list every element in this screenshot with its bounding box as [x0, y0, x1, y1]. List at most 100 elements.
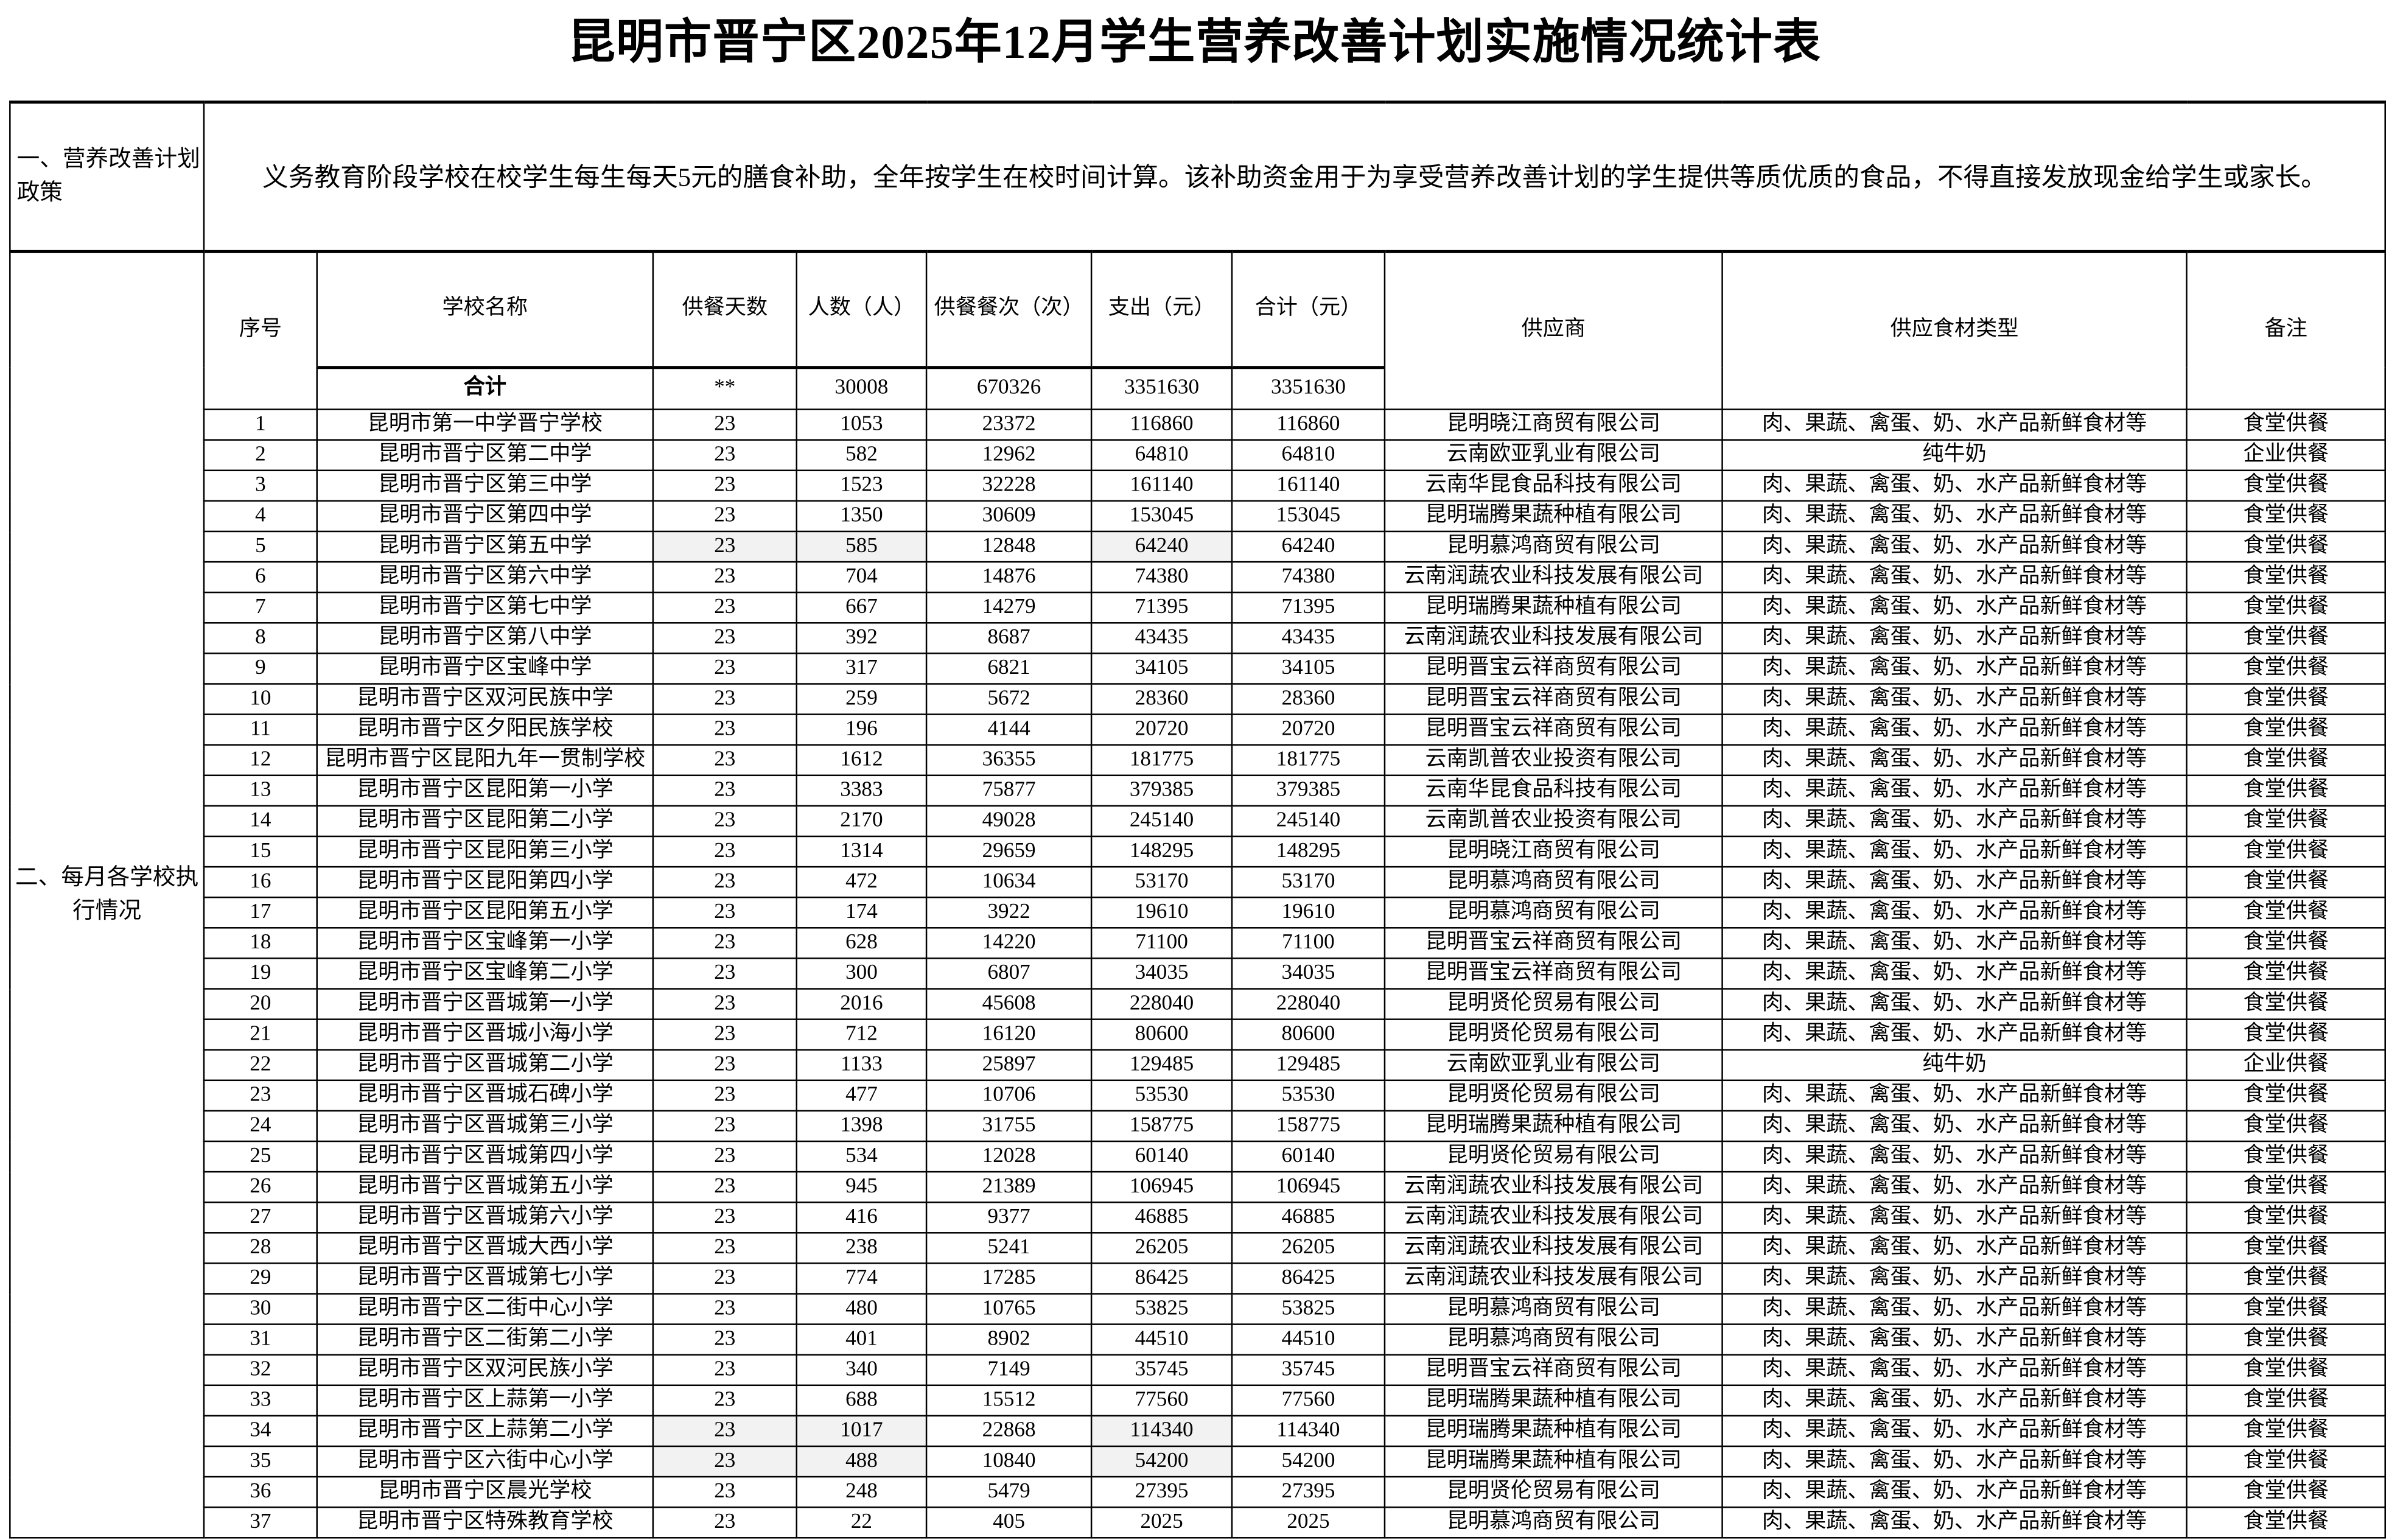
student-count-cell[interactable]: 259	[796, 683, 928, 715]
serving-days-cell[interactable]: 23	[652, 1262, 798, 1295]
school-name-cell[interactable]: 昆明市晋宁区夕阳民族学校	[316, 713, 654, 746]
student-count-cell[interactable]: 2170	[796, 805, 928, 838]
header-people[interactable]: 人数（人）	[796, 250, 928, 368]
policy-section-label[interactable]: 一、营养改善计划政策	[9, 100, 205, 253]
school-name-cell[interactable]: 昆明市晋宁区第二中学	[316, 439, 654, 472]
school-name-cell[interactable]: 昆明市晋宁区第七中学	[316, 591, 654, 624]
supplier-cell[interactable]: 昆明贤伦贸易有限公司	[1383, 1079, 1723, 1112]
food-type-cell[interactable]: 肉、果蔬、禽蛋、奶、水产品新鲜食材等	[1721, 1415, 2188, 1447]
student-count-cell[interactable]: 392	[796, 622, 928, 654]
school-name-cell[interactable]: 昆明市晋宁区晋城石碑小学	[316, 1079, 654, 1112]
supplier-cell[interactable]: 云南凯普农业投资有限公司	[1383, 744, 1723, 777]
supplier-cell[interactable]: 昆明瑞腾果蔬种植有限公司	[1383, 1445, 1723, 1478]
school-name-cell[interactable]: 昆明市晋宁区昆阳第二小学	[316, 805, 654, 838]
remark-cell[interactable]: 食堂供餐	[2186, 744, 2387, 777]
food-type-cell[interactable]: 肉、果蔬、禽蛋、奶、水产品新鲜食材等	[1721, 866, 2188, 898]
remark-cell[interactable]: 食堂供餐	[2186, 1232, 2387, 1264]
remark-cell[interactable]: 食堂供餐	[2186, 653, 2387, 685]
supplier-cell[interactable]: 云南润蔬农业科技发展有限公司	[1383, 1262, 1723, 1295]
school-name-cell[interactable]: 昆明市晋宁区宝峰中学	[316, 653, 654, 685]
supplier-cell[interactable]: 云南华昆食品科技有限公司	[1383, 469, 1723, 502]
row-total-cell[interactable]: 2025	[1231, 1506, 1386, 1539]
school-name-cell[interactable]: 昆明市第一中学晋宁学校	[316, 408, 654, 441]
expense-cell[interactable]: 106945	[1090, 1171, 1233, 1203]
serving-days-cell[interactable]: 23	[652, 1171, 798, 1203]
school-name-cell[interactable]: 昆明市晋宁区晋城第六小学	[316, 1201, 654, 1234]
expense-cell[interactable]: 80600	[1090, 1018, 1233, 1051]
food-type-cell[interactable]: 肉、果蔬、禽蛋、奶、水产品新鲜食材等	[1721, 1445, 2188, 1478]
school-name-cell[interactable]: 昆明市晋宁区第四中学	[316, 500, 654, 533]
supplier-cell[interactable]: 昆明慕鸿商贸有限公司	[1383, 1506, 1723, 1539]
row-total-cell[interactable]: 34105	[1231, 653, 1386, 685]
expense-cell[interactable]: 35745	[1090, 1354, 1233, 1387]
school-name-cell[interactable]: 昆明市晋宁区双河民族小学	[316, 1354, 654, 1387]
student-count-cell[interactable]: 704	[796, 561, 928, 593]
meal-count-cell[interactable]: 36355	[925, 744, 1093, 777]
remark-cell[interactable]: 食堂供餐	[2186, 591, 2387, 624]
serving-days-cell[interactable]: 23	[652, 1110, 798, 1143]
supplier-cell[interactable]: 昆明瑞腾果蔬种植有限公司	[1383, 591, 1723, 624]
supplier-cell[interactable]: 昆明晋宝云祥商贸有限公司	[1383, 927, 1723, 959]
row-no-cell[interactable]: 12	[203, 744, 318, 777]
remark-cell[interactable]: 食堂供餐	[2186, 1018, 2387, 1051]
remark-cell[interactable]: 食堂供餐	[2186, 927, 2387, 959]
meal-count-cell[interactable]: 31755	[925, 1110, 1093, 1143]
remark-cell[interactable]: 食堂供餐	[2186, 500, 2387, 533]
expense-cell[interactable]: 2025	[1090, 1506, 1233, 1539]
expense-cell[interactable]: 129485	[1090, 1049, 1233, 1082]
meal-count-cell[interactable]: 8687	[925, 622, 1093, 654]
serving-days-cell[interactable]: 23	[652, 622, 798, 654]
row-no-cell[interactable]: 6	[203, 561, 318, 593]
food-type-cell[interactable]: 肉、果蔬、禽蛋、奶、水产品新鲜食材等	[1721, 1262, 2188, 1295]
remark-cell[interactable]: 食堂供餐	[2186, 896, 2387, 929]
supplier-cell[interactable]: 昆明贤伦贸易有限公司	[1383, 1475, 1723, 1508]
school-name-cell[interactable]: 昆明市晋宁区第五中学	[316, 530, 654, 563]
school-name-cell[interactable]: 昆明市晋宁区上蒜第一小学	[316, 1384, 654, 1417]
serving-days-cell[interactable]: 23	[652, 408, 798, 441]
remark-cell[interactable]: 食堂供餐	[2186, 713, 2387, 746]
school-name-cell[interactable]: 昆明市晋宁区昆阳九年一贯制学校	[316, 744, 654, 777]
row-no-cell[interactable]: 31	[203, 1323, 318, 1356]
row-total-cell[interactable]: 153045	[1231, 500, 1386, 533]
serving-days-cell[interactable]: 23	[652, 1354, 798, 1387]
row-total-cell[interactable]: 20720	[1231, 713, 1386, 746]
row-no-cell[interactable]: 36	[203, 1475, 318, 1508]
supplier-cell[interactable]: 昆明慕鸿商贸有限公司	[1383, 1323, 1723, 1356]
food-type-cell[interactable]: 肉、果蔬、禽蛋、奶、水产品新鲜食材等	[1721, 561, 2188, 593]
row-no-cell[interactable]: 26	[203, 1171, 318, 1203]
header-remark[interactable]: 备注	[2186, 250, 2387, 410]
serving-days-cell[interactable]: 23	[652, 1018, 798, 1051]
serving-days-cell[interactable]: 23	[652, 835, 798, 868]
remark-cell[interactable]: 食堂供餐	[2186, 774, 2387, 807]
supplier-cell[interactable]: 昆明瑞腾果蔬种植有限公司	[1383, 500, 1723, 533]
remark-cell[interactable]: 食堂供餐	[2186, 1140, 2387, 1173]
header-meals[interactable]: 供餐餐次（次）	[925, 250, 1093, 368]
totals-people[interactable]: 30008	[796, 366, 928, 410]
serving-days-cell[interactable]: 23	[652, 653, 798, 685]
food-type-cell[interactable]: 肉、果蔬、禽蛋、奶、水产品新鲜食材等	[1721, 835, 2188, 868]
school-name-cell[interactable]: 昆明市晋宁区第八中学	[316, 622, 654, 654]
student-count-cell[interactable]: 174	[796, 896, 928, 929]
row-no-cell[interactable]: 35	[203, 1445, 318, 1478]
student-count-cell[interactable]: 340	[796, 1354, 928, 1387]
meal-count-cell[interactable]: 6821	[925, 653, 1093, 685]
serving-days-cell[interactable]: 23	[652, 1384, 798, 1417]
row-no-cell[interactable]: 17	[203, 896, 318, 929]
row-no-cell[interactable]: 10	[203, 683, 318, 715]
row-no-cell[interactable]: 8	[203, 622, 318, 654]
header-supplier[interactable]: 供应商	[1383, 250, 1723, 410]
row-no-cell[interactable]: 27	[203, 1201, 318, 1234]
school-name-cell[interactable]: 昆明市晋宁区二街第二小学	[316, 1323, 654, 1356]
serving-days-cell[interactable]: 23	[652, 1445, 798, 1478]
meal-count-cell[interactable]: 30609	[925, 500, 1093, 533]
supplier-cell[interactable]: 云南润蔬农业科技发展有限公司	[1383, 1171, 1723, 1203]
expense-cell[interactable]: 158775	[1090, 1110, 1233, 1143]
expense-cell[interactable]: 54200	[1090, 1445, 1233, 1478]
supplier-cell[interactable]: 云南润蔬农业科技发展有限公司	[1383, 561, 1723, 593]
food-type-cell[interactable]: 肉、果蔬、禽蛋、奶、水产品新鲜食材等	[1721, 896, 2188, 929]
row-no-cell[interactable]: 19	[203, 957, 318, 990]
student-count-cell[interactable]: 712	[796, 1018, 928, 1051]
serving-days-cell[interactable]: 23	[652, 1506, 798, 1539]
row-no-cell[interactable]: 11	[203, 713, 318, 746]
row-no-cell[interactable]: 9	[203, 653, 318, 685]
